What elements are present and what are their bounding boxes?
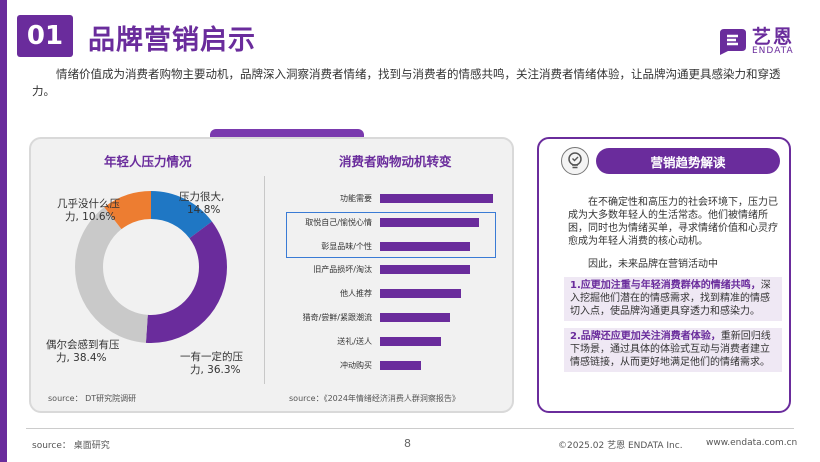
donut-source: source： DT研究院调研 — [48, 394, 137, 403]
page-number: 8 — [404, 437, 411, 450]
highlight-box — [286, 212, 496, 258]
trend-point-1-bold: 1.应更加注重与年轻消费群体的情绪共鸣， — [570, 280, 761, 291]
logo-text-en: ENDATA — [752, 46, 794, 56]
bar-7 — [380, 360, 421, 370]
pressure-donut-chart — [75, 191, 227, 343]
lightbulb-icon — [568, 152, 582, 169]
endata-logo-icon — [720, 29, 746, 55]
trend-point-1: 1.应更加注重与年轻消费群体的情绪共鸣，深入挖掘他们潜在的情感需求，找到精准的情… — [564, 277, 782, 321]
footer-website: www.endata.com.cn — [706, 438, 798, 448]
bar-3 — [380, 265, 471, 275]
trend-point-2: 2.品牌还应更加关注消费者体验，重新回归线下场景，通过具体的体验式互动与消费者建… — [564, 328, 782, 372]
bar-2 — [380, 241, 471, 251]
donut-label-occasional-pressure: 偶尔会感到有压 力, 38.4% — [46, 339, 120, 364]
trend-point-2-text: 重新回归线下场景，通过具体的体验式互动与消费者建立情感链接，从而更好地满足他们的… — [570, 331, 771, 368]
section-number-badge: 01 — [17, 15, 73, 57]
bar-label-0: 功能需要 — [340, 194, 372, 203]
bar-label-7: 冲动购买 — [340, 360, 372, 370]
bar-label-2: 彰显品味/个性 — [321, 241, 372, 251]
bar-chart-title: 消费者购物动机转变 — [339, 154, 452, 169]
bar-label-6: 送礼/送人 — [337, 336, 372, 346]
trend-point-2-bold: 2.品牌还应更加关注消费者体验， — [570, 331, 721, 342]
donut-slice-2 — [75, 191, 227, 343]
trend-paragraph-1: 在不确定性和高压力的社会环境下，压力已成为大多数年轻人的生活常态。他们被情绪所困… — [568, 197, 778, 247]
donut-label-some-pressure: 一有一定的压 力, 36.3% — [180, 351, 243, 376]
intro-paragraph: 情绪价值成为消费者购物主要动机，品牌深入洞察消费者情绪，找到与消费者的情感共鸣，… — [32, 67, 781, 98]
bar-label-5: 猎奇/尝鲜/紧跟潮流 — [302, 313, 372, 322]
bar-0 — [380, 194, 493, 203]
trend-title-pill: 营销趋势解读 — [596, 148, 780, 174]
bar-5 — [380, 313, 451, 322]
endata-logo: 艺恩 ENDATA — [716, 22, 806, 62]
trend-point-1-text: 深入挖掘他们潜在的情感需求，找到精准的情感切入点，使品牌沟通更具穿透力和感染力。 — [570, 280, 771, 317]
page-title: 品牌营销启示 — [88, 25, 256, 56]
lightbulb-icon-circle — [561, 147, 589, 175]
logo-text-cn: 艺恩 — [752, 26, 795, 48]
bar-label-4: 他人推荐 — [340, 289, 372, 299]
donut-label-no-pressure: 几乎没什么压 力, 10.6% — [57, 198, 120, 223]
bar-6 — [380, 336, 442, 346]
left-accent-bar — [0, 0, 7, 462]
footer-divider — [26, 428, 794, 429]
bar-source: source：《2024年情绪经济消费人群洞察报告》 — [289, 394, 460, 403]
donut-chart-title: 年轻人压力情况 — [104, 154, 192, 169]
donut-label-high-pressure: 压力很大, 14.8% — [179, 191, 225, 216]
donut-slice-3 — [75, 191, 227, 343]
bar-label-1: 取悦自己/愉悦心情 — [305, 217, 372, 227]
footer-source: source： 桌面研究 — [32, 441, 110, 451]
bar-1 — [380, 217, 480, 227]
charts-panel — [29, 137, 514, 413]
bar-4 — [380, 289, 462, 299]
trend-paragraph-2: 因此，未来品牌在营销活动中 — [588, 259, 718, 270]
panel-tab-decoration — [210, 129, 364, 139]
footer-copyright: ©2025.02 艺恩 ENDATA Inc. — [558, 441, 683, 451]
donut-slice-1 — [75, 191, 227, 343]
chart-divider — [264, 176, 265, 384]
bar-label-3: 旧产品损坏/淘汰 — [313, 265, 372, 275]
